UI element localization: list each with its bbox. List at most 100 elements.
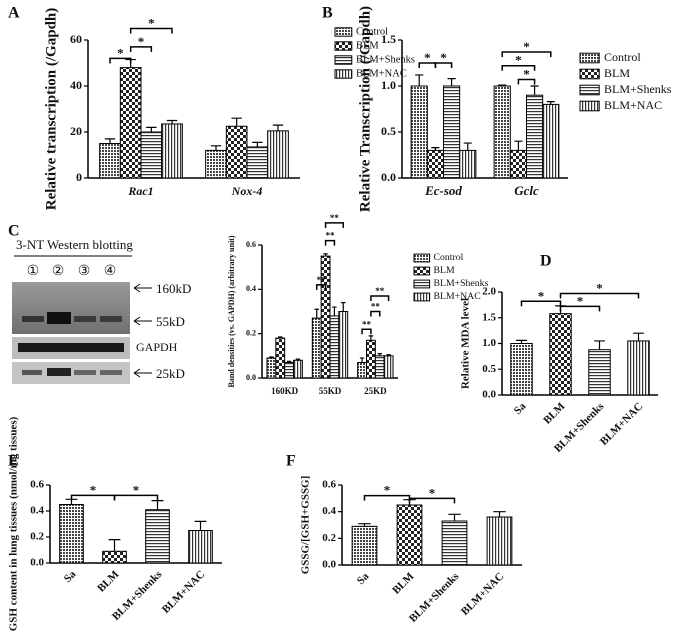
error-bar <box>104 138 116 144</box>
band <box>74 316 96 322</box>
legend-swatch <box>413 292 431 302</box>
error-bar <box>498 84 507 86</box>
legend-label: Control <box>604 50 641 64</box>
y-tick-label: 20 <box>70 124 82 138</box>
bar <box>459 149 477 179</box>
legend-label: BLM+NAC <box>434 291 481 302</box>
y-tick-label: 0.0 <box>322 559 336 571</box>
error-bar <box>633 332 644 341</box>
error-bar <box>368 335 374 341</box>
bar <box>102 550 127 564</box>
y-axis-label: GSSG/[GSH+GSSG] <box>300 476 312 575</box>
band <box>18 343 124 352</box>
error-bar <box>546 101 555 105</box>
significance-mark: ** <box>326 231 336 241</box>
y-tick-label: 0.6 <box>322 479 336 491</box>
error-bar <box>493 511 506 517</box>
x-tick-label: 55KD <box>319 386 342 396</box>
chart-panel: A 0 20 40 60 Relative transcription (/Gapdh) R… <box>8 5 415 211</box>
error-bar <box>447 78 456 86</box>
bar <box>145 509 170 564</box>
lane-label: ① <box>27 264 40 279</box>
bar <box>486 516 513 566</box>
significance-bracket <box>559 292 640 299</box>
bar <box>311 317 322 379</box>
significance-bracket <box>434 62 453 68</box>
significance-bracket <box>370 295 390 301</box>
y-tick-label: 0.2 <box>246 328 256 337</box>
significance-mark: ** <box>371 302 381 312</box>
significance-bracket <box>559 305 601 312</box>
bar <box>627 340 650 396</box>
error-bar <box>278 336 283 339</box>
significance-bracket <box>520 300 562 307</box>
bar <box>396 504 423 566</box>
error-bar <box>295 358 301 361</box>
y-axis-label: Relative MDA level <box>460 298 472 389</box>
bar <box>357 361 367 379</box>
bar <box>275 337 286 379</box>
error-bar <box>341 302 346 312</box>
x-tick-label: Sa <box>62 568 79 585</box>
error-bar <box>594 340 605 350</box>
arrow <box>133 316 152 326</box>
bar <box>188 530 213 564</box>
arrow <box>133 368 152 378</box>
marker-label: 55kD <box>156 314 185 329</box>
marker-label: GAPDH <box>136 340 178 354</box>
error-bar <box>151 500 164 510</box>
error-bar <box>448 513 461 521</box>
error-bar <box>530 85 539 96</box>
y-tick-label: 0.4 <box>30 505 44 517</box>
band <box>47 368 71 376</box>
significance-bracket <box>517 78 536 85</box>
significance-mark: ** <box>375 286 385 296</box>
legend-label: BLM <box>434 265 455 276</box>
y-axis-label: Relative transcription (/Gapdh) <box>43 8 59 211</box>
x-tick-label: Rac1 <box>127 184 153 198</box>
legend-label: BLM+Shenks <box>356 54 415 65</box>
bar <box>426 149 445 179</box>
x-tick-label: BLM <box>541 400 568 427</box>
bar <box>99 143 121 179</box>
band <box>100 316 122 322</box>
significance-mark: * <box>577 293 584 308</box>
error-bar <box>415 74 424 86</box>
error-bar <box>252 141 263 147</box>
bar <box>588 349 611 396</box>
panel-label: F <box>286 453 296 470</box>
y-tick-label: 0.5 <box>381 124 396 138</box>
chart-panel: B 0.0 0.5 1.0 1.5 Relative Transcription (/Ga… <box>322 5 672 212</box>
y-tick-label: 1.0 <box>381 78 396 92</box>
bar <box>140 131 163 179</box>
significance-bracket <box>129 27 173 34</box>
panel-label: E <box>8 453 19 470</box>
bar <box>161 123 183 179</box>
error-bar <box>286 360 292 363</box>
marker-label: 160kD <box>156 281 191 296</box>
error-bar <box>514 140 523 151</box>
error-bar <box>463 142 472 151</box>
significance-mark: * <box>440 50 447 65</box>
blot-panel <box>12 282 130 334</box>
bar <box>351 525 378 566</box>
legend-swatch <box>579 100 600 112</box>
x-tick-label: BLM <box>390 570 417 597</box>
significance-bracket <box>361 328 372 335</box>
significance-bracket <box>315 284 327 290</box>
significance-mark: * <box>138 34 145 49</box>
y-tick-label: 0.6 <box>246 240 256 249</box>
blot-title: 3-NT Western blotting <box>16 237 133 252</box>
band <box>22 370 42 375</box>
error-bar <box>386 354 391 356</box>
legend-label: Control <box>356 26 388 37</box>
y-tick-label: 1.5 <box>381 32 396 46</box>
bar <box>374 355 385 379</box>
significance-bracket <box>501 65 536 71</box>
significance-mark: ** <box>362 319 372 329</box>
bar <box>509 149 528 179</box>
y-tick-label: 2.0 <box>482 286 496 298</box>
y-tick-label: 0.0 <box>246 373 256 382</box>
x-tick-label: Gclc <box>514 183 539 198</box>
band <box>47 312 71 324</box>
